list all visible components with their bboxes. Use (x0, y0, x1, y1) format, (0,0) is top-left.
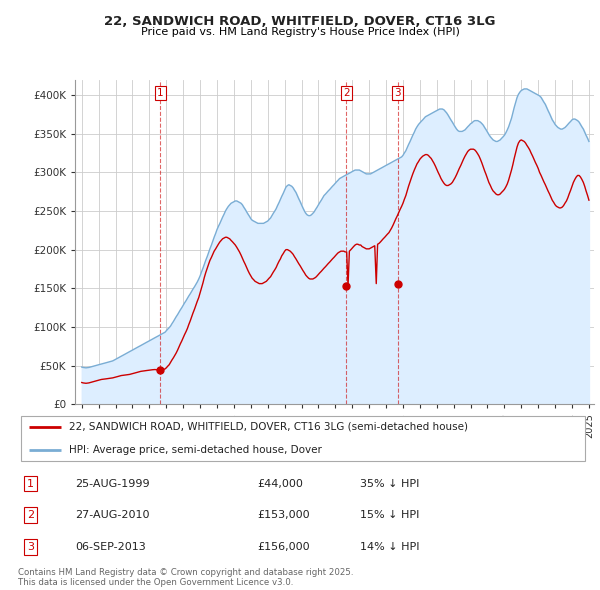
Text: 3: 3 (394, 88, 401, 98)
Text: 35% ↓ HPI: 35% ↓ HPI (360, 478, 419, 489)
FancyBboxPatch shape (21, 415, 585, 461)
Text: 1: 1 (27, 478, 34, 489)
Text: Price paid vs. HM Land Registry's House Price Index (HPI): Price paid vs. HM Land Registry's House … (140, 27, 460, 37)
Text: HPI: Average price, semi-detached house, Dover: HPI: Average price, semi-detached house,… (70, 445, 322, 455)
Text: £153,000: £153,000 (257, 510, 310, 520)
Text: £156,000: £156,000 (257, 542, 310, 552)
Text: 22, SANDWICH ROAD, WHITFIELD, DOVER, CT16 3LG (semi-detached house): 22, SANDWICH ROAD, WHITFIELD, DOVER, CT1… (70, 421, 469, 431)
Text: 14% ↓ HPI: 14% ↓ HPI (360, 542, 419, 552)
Text: 2: 2 (27, 510, 34, 520)
Text: 1: 1 (157, 88, 164, 98)
Text: 27-AUG-2010: 27-AUG-2010 (75, 510, 149, 520)
Text: 15% ↓ HPI: 15% ↓ HPI (360, 510, 419, 520)
Text: 25-AUG-1999: 25-AUG-1999 (75, 478, 149, 489)
Text: 22, SANDWICH ROAD, WHITFIELD, DOVER, CT16 3LG: 22, SANDWICH ROAD, WHITFIELD, DOVER, CT1… (104, 15, 496, 28)
Text: 3: 3 (27, 542, 34, 552)
Text: Contains HM Land Registry data © Crown copyright and database right 2025.
This d: Contains HM Land Registry data © Crown c… (18, 568, 353, 587)
Text: 06-SEP-2013: 06-SEP-2013 (75, 542, 146, 552)
Text: 2: 2 (343, 88, 350, 98)
Text: £44,000: £44,000 (257, 478, 303, 489)
